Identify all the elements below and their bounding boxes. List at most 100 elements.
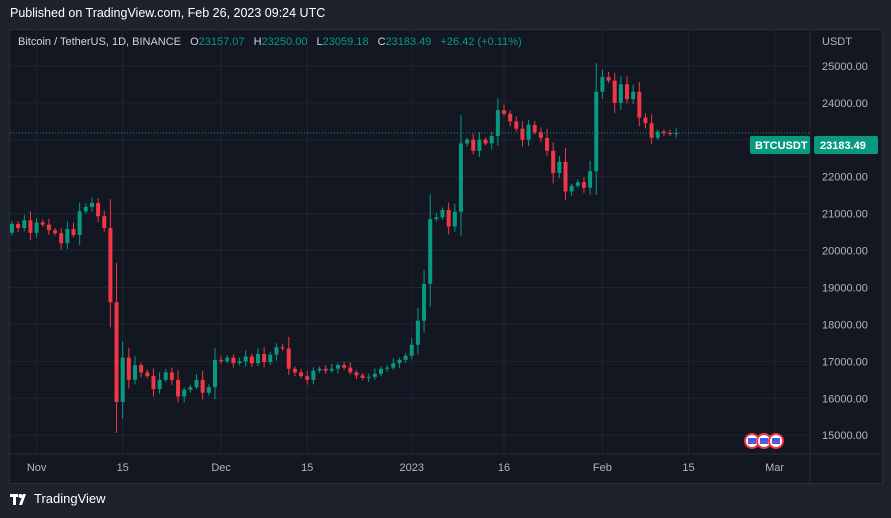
candle-body — [489, 136, 494, 144]
candle-body — [65, 229, 70, 244]
candle-body — [612, 80, 617, 103]
candle-body — [385, 367, 390, 369]
candle-body — [139, 365, 144, 373]
footer-brand[interactable]: TradingView — [10, 491, 106, 506]
candle-body — [268, 354, 273, 363]
candle-body — [538, 132, 543, 138]
y-tick-label: 18000.00 — [822, 319, 868, 331]
x-tick-label: 15 — [301, 462, 313, 474]
candle-body — [360, 375, 365, 378]
brand-name: TradingView — [34, 491, 106, 506]
candle-body — [206, 387, 211, 393]
candle-body — [508, 113, 513, 122]
open-label: O — [190, 36, 199, 48]
candle-body — [409, 344, 414, 356]
candle-body — [280, 347, 285, 349]
close-value: 23183.49 — [386, 36, 432, 48]
candle-body — [77, 211, 82, 236]
us-flag-icon — [760, 438, 768, 444]
candle-body — [286, 348, 291, 369]
candle-body — [145, 372, 150, 377]
x-tick-label: 15 — [117, 462, 129, 474]
candle-body — [661, 131, 666, 134]
candle-body — [335, 365, 340, 369]
candle-body — [643, 117, 648, 124]
currency-label: USDT — [822, 36, 852, 48]
y-tick-label: 21000.00 — [822, 209, 868, 221]
candle-body — [594, 91, 599, 172]
y-axis: 25000.0024000.0023000.0022000.0021000.00… — [822, 61, 868, 442]
candle-body — [169, 372, 174, 380]
candle-body — [292, 368, 297, 373]
low-label: L — [317, 36, 323, 48]
candle-body — [600, 76, 605, 92]
candle-body — [575, 182, 580, 186]
candle-body — [311, 370, 316, 380]
tradingview-logo-icon — [10, 493, 26, 505]
candle-body — [458, 143, 463, 212]
candle-body — [188, 387, 193, 390]
candle-body — [96, 202, 101, 217]
candle-body — [581, 182, 586, 188]
price-tags: BTCUSDT 23183.49 — [750, 136, 878, 154]
chart-panel[interactable]: 25000.0024000.0023000.0022000.0021000.00… — [9, 29, 883, 484]
x-tick-label: Mar — [765, 462, 784, 474]
y-tick-label: 19000.00 — [822, 282, 868, 294]
candle-body — [440, 209, 445, 218]
candle-body — [305, 376, 310, 380]
candle-body — [391, 363, 396, 368]
candle-body — [16, 223, 21, 229]
x-tick-label: Feb — [593, 462, 612, 474]
candle-body — [163, 372, 168, 380]
candles — [10, 63, 679, 433]
candle-body — [53, 230, 58, 234]
candle-body — [557, 161, 562, 173]
candle-body — [342, 365, 347, 368]
candle-body — [176, 379, 181, 397]
y-tick-label: 20000.00 — [822, 246, 868, 258]
x-tick-label: 15 — [682, 462, 694, 474]
ohlc-legend: Bitcoin / TetherUS, 1D, BINANCE O23157.0… — [18, 36, 522, 48]
candle-body — [588, 171, 593, 188]
price-tag-text: 23183.49 — [820, 140, 866, 152]
candle-body — [477, 139, 482, 151]
symbol-tag-text: BTCUSDT — [755, 140, 808, 152]
y-tick-label: 17000.00 — [822, 356, 868, 368]
candle-body — [569, 185, 574, 192]
x-tick-label: Nov — [27, 462, 47, 474]
event-markers[interactable] — [744, 433, 784, 449]
candle-body — [157, 379, 162, 390]
candle-body — [22, 220, 27, 229]
x-axis: Nov 15 Dec 15 2023 16 Feb 15 Mar — [27, 462, 785, 474]
candle-body — [606, 76, 611, 81]
high-value: 23250.00 — [262, 36, 308, 48]
candle-body — [415, 320, 420, 345]
symbol-tag — [750, 136, 810, 154]
candle-body — [40, 222, 45, 225]
candle-body — [243, 356, 248, 362]
candle-body — [10, 223, 14, 233]
candle-body — [200, 379, 205, 393]
candle-body — [483, 139, 488, 144]
candle-body — [637, 91, 642, 118]
candle-body — [372, 373, 377, 377]
price-tag — [814, 136, 878, 154]
candle-body — [212, 359, 217, 388]
candle-body — [563, 161, 568, 192]
x-tick-label: 2023 — [400, 462, 424, 474]
candle-body — [83, 206, 88, 212]
candle-body — [526, 124, 531, 140]
candle-body — [329, 368, 334, 371]
candle-body — [299, 372, 304, 377]
candle-body — [397, 359, 402, 364]
candle-body — [403, 355, 408, 360]
price-chart[interactable]: 25000.0024000.0023000.0022000.0021000.00… — [10, 30, 882, 483]
candle-body — [182, 389, 187, 397]
candle-body — [151, 376, 156, 390]
candle-body — [625, 84, 629, 100]
candle-body — [618, 84, 623, 103]
candle-body — [133, 365, 137, 380]
symbol-title: Bitcoin / TetherUS, 1D, BINANCE — [18, 36, 181, 48]
chart-grid — [10, 30, 882, 483]
published-caption: Published on TradingView.com, Feb 26, 20… — [10, 6, 326, 20]
